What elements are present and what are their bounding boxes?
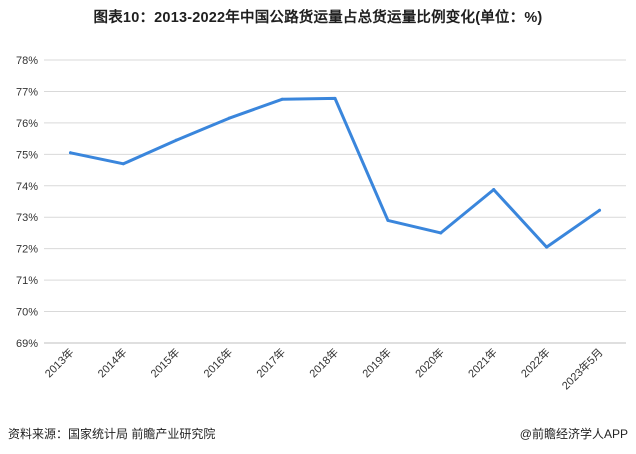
y-tick-label: 75% — [16, 149, 38, 161]
x-tick-label: 2020年 — [412, 345, 447, 380]
x-tick-label: 2013年 — [42, 345, 77, 380]
footer: 资料来源：国家统计局 前瞻产业研究院 @前瞻经济学人APP — [8, 425, 628, 443]
data-point — [280, 97, 284, 101]
data-point — [545, 245, 549, 249]
data-point — [386, 218, 390, 222]
y-tick-label: 78% — [16, 55, 38, 67]
x-tick-label: 2014年 — [94, 345, 129, 380]
y-tick-label: 77% — [16, 86, 38, 98]
data-point — [333, 96, 337, 100]
y-tick-label: 69% — [16, 338, 38, 350]
brand-credit: @前瞻经济学人APP — [519, 427, 628, 441]
x-tick-label: 2023年5月 — [559, 345, 606, 392]
y-tick-label: 71% — [16, 275, 38, 287]
y-tick-label: 70% — [16, 307, 38, 319]
data-point — [492, 188, 496, 192]
x-tick-label: 2015年 — [147, 345, 182, 380]
data-point — [68, 151, 72, 155]
y-tick-label: 72% — [16, 244, 38, 256]
data-point — [598, 208, 602, 212]
chart-title: 图表10：2013-2022年中国公路货运量占总货运量比例变化(单位：%) — [93, 10, 543, 26]
x-tick-label: 2016年 — [200, 345, 235, 380]
y-tick-label: 74% — [16, 181, 38, 193]
data-point — [174, 138, 178, 142]
source-note: 资料来源：国家统计局 前瞻产业研究院 — [8, 427, 216, 441]
x-tick-label: 2019年 — [359, 345, 394, 380]
y-tick-label: 76% — [16, 118, 38, 130]
series-line — [69, 96, 601, 249]
x-tick-label: 2018年 — [306, 345, 341, 380]
x-tick-label: 2017年 — [253, 345, 288, 380]
x-tick-label: 2021年 — [465, 345, 500, 380]
x-tick-label: 2022年 — [518, 345, 553, 380]
data-point — [227, 116, 231, 120]
y-tick-label: 73% — [16, 212, 38, 224]
data-point — [439, 231, 443, 235]
data-point — [121, 162, 125, 166]
